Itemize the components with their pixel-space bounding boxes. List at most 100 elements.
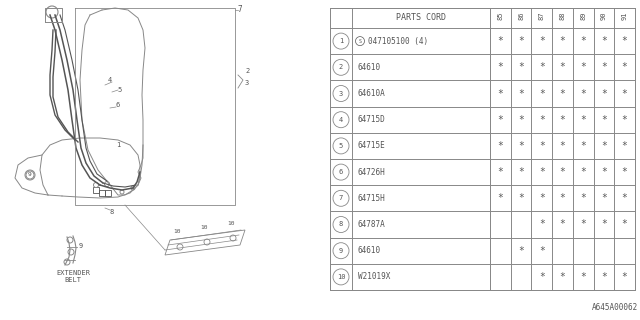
Text: *: * — [539, 220, 545, 229]
Text: 10: 10 — [200, 225, 207, 230]
Text: *: * — [580, 167, 586, 177]
Text: *: * — [518, 115, 524, 125]
Text: 64787A: 64787A — [358, 220, 386, 229]
Text: 10: 10 — [337, 274, 345, 280]
Text: *: * — [518, 89, 524, 99]
Text: *: * — [497, 141, 503, 151]
Text: *: * — [580, 193, 586, 203]
Text: 047105100 (4): 047105100 (4) — [368, 36, 428, 46]
Text: 3: 3 — [245, 80, 249, 86]
Text: *: * — [559, 62, 565, 72]
Text: *: * — [601, 141, 607, 151]
Bar — [93, 187, 99, 193]
Text: *: * — [621, 141, 628, 151]
Text: *: * — [539, 89, 545, 99]
Text: *: * — [621, 36, 628, 46]
Text: 64726H: 64726H — [358, 168, 386, 177]
Text: *: * — [621, 89, 628, 99]
Text: W21019X: W21019X — [358, 272, 390, 281]
Text: 8: 8 — [339, 221, 343, 228]
Text: 7: 7 — [339, 195, 343, 201]
Text: 88: 88 — [559, 12, 566, 20]
Text: 85: 85 — [497, 12, 503, 20]
Text: *: * — [580, 89, 586, 99]
Text: *: * — [621, 115, 628, 125]
Text: A645A00062: A645A00062 — [592, 303, 638, 312]
Text: *: * — [559, 115, 565, 125]
Text: 91: 91 — [621, 12, 628, 20]
Bar — [99, 190, 105, 196]
Text: S: S — [358, 39, 362, 44]
Text: 64610: 64610 — [358, 63, 381, 72]
Text: *: * — [601, 36, 607, 46]
Text: 7: 7 — [238, 5, 243, 14]
Text: *: * — [621, 193, 628, 203]
Text: *: * — [621, 220, 628, 229]
Text: 6: 6 — [116, 102, 120, 108]
Text: *: * — [580, 36, 586, 46]
Text: *: * — [559, 167, 565, 177]
Text: 10: 10 — [227, 221, 234, 226]
Text: *: * — [518, 62, 524, 72]
Text: *: * — [497, 36, 503, 46]
Text: 87: 87 — [539, 12, 545, 20]
Text: 9: 9 — [339, 248, 343, 254]
Bar — [330, 8, 635, 290]
Text: 64610: 64610 — [358, 246, 381, 255]
Text: *: * — [580, 220, 586, 229]
Text: *: * — [539, 167, 545, 177]
Text: *: * — [580, 272, 586, 282]
Text: *: * — [539, 141, 545, 151]
Text: *: * — [559, 141, 565, 151]
Text: 8: 8 — [110, 209, 114, 215]
Text: 4: 4 — [108, 77, 112, 83]
Text: *: * — [518, 141, 524, 151]
Text: *: * — [601, 62, 607, 72]
Text: EXTENDER
BELT: EXTENDER BELT — [56, 270, 90, 283]
Text: *: * — [559, 36, 565, 46]
Text: *: * — [601, 167, 607, 177]
Text: 64715E: 64715E — [358, 141, 386, 150]
Text: *: * — [539, 62, 545, 72]
Text: *: * — [518, 246, 524, 256]
Text: *: * — [559, 220, 565, 229]
Text: 89: 89 — [580, 12, 586, 20]
Text: 64610A: 64610A — [358, 89, 386, 98]
Text: *: * — [539, 115, 545, 125]
Text: 10: 10 — [173, 229, 180, 234]
Text: 1: 1 — [116, 142, 120, 148]
Text: 3: 3 — [339, 91, 343, 97]
Text: *: * — [497, 193, 503, 203]
Text: *: * — [518, 36, 524, 46]
Text: *: * — [601, 115, 607, 125]
Text: *: * — [580, 141, 586, 151]
Text: *: * — [518, 167, 524, 177]
Text: *: * — [559, 272, 565, 282]
Text: *: * — [518, 193, 524, 203]
Text: *: * — [621, 167, 628, 177]
Text: *: * — [539, 246, 545, 256]
Text: *: * — [580, 115, 586, 125]
Text: 1: 1 — [339, 38, 343, 44]
Text: *: * — [621, 272, 628, 282]
Text: *: * — [539, 193, 545, 203]
Text: *: * — [497, 167, 503, 177]
Bar — [105, 190, 111, 196]
Text: *: * — [580, 62, 586, 72]
Text: 5: 5 — [118, 87, 122, 93]
Text: 9: 9 — [28, 172, 32, 178]
Text: *: * — [601, 193, 607, 203]
Text: *: * — [621, 62, 628, 72]
Text: PARTS CORD: PARTS CORD — [396, 13, 446, 22]
Text: *: * — [497, 115, 503, 125]
Text: 6: 6 — [339, 169, 343, 175]
Text: *: * — [601, 220, 607, 229]
Text: 5: 5 — [339, 143, 343, 149]
Text: 2: 2 — [245, 68, 249, 74]
Text: *: * — [539, 272, 545, 282]
Text: 90: 90 — [601, 12, 607, 20]
Text: *: * — [497, 62, 503, 72]
Text: 9: 9 — [79, 243, 83, 249]
Text: 64715H: 64715H — [358, 194, 386, 203]
Text: *: * — [497, 89, 503, 99]
